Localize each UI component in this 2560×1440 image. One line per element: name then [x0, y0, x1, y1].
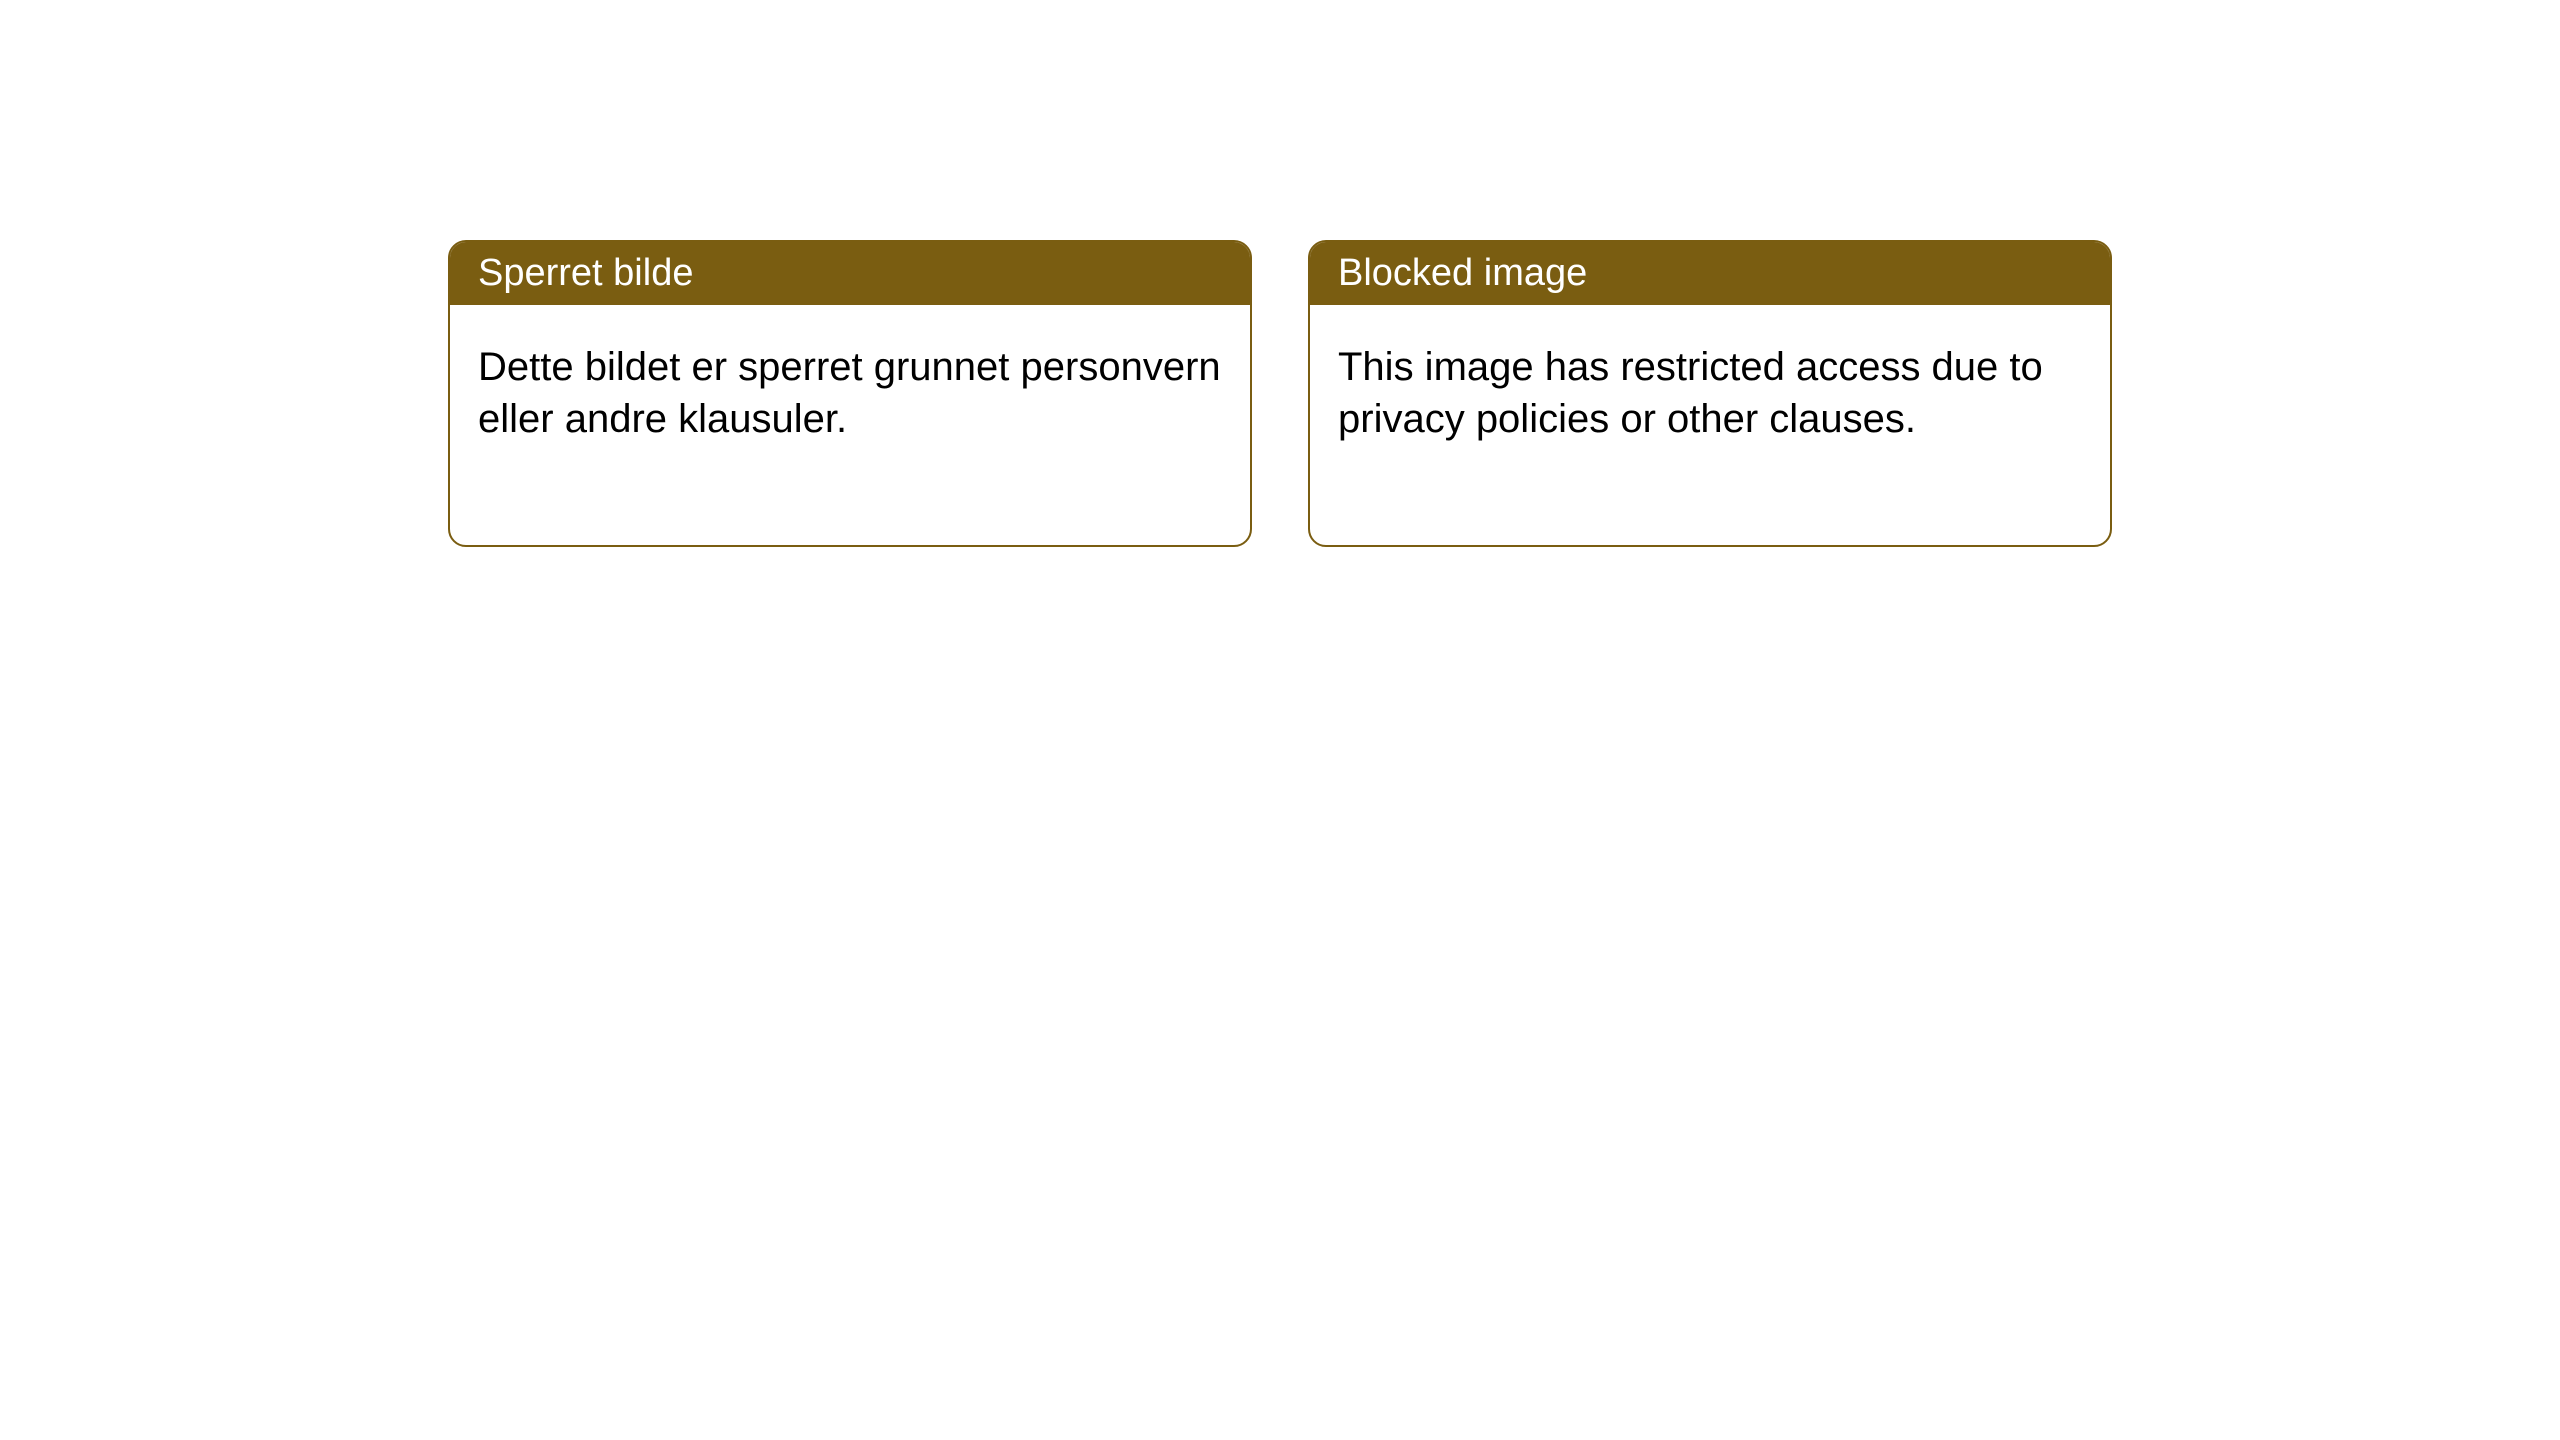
card-header: Sperret bilde	[450, 242, 1250, 305]
card-body: This image has restricted access due to …	[1310, 305, 2110, 545]
card-title: Blocked image	[1338, 252, 1587, 294]
card-title: Sperret bilde	[478, 252, 693, 294]
notice-card-norwegian: Sperret bilde Dette bildet er sperret gr…	[448, 240, 1252, 547]
notice-cards-container: Sperret bilde Dette bildet er sperret gr…	[0, 0, 2560, 547]
card-body-text: This image has restricted access due to …	[1338, 341, 2082, 445]
card-body: Dette bildet er sperret grunnet personve…	[450, 305, 1250, 545]
notice-card-english: Blocked image This image has restricted …	[1308, 240, 2112, 547]
card-body-text: Dette bildet er sperret grunnet personve…	[478, 341, 1222, 445]
card-header: Blocked image	[1310, 242, 2110, 305]
